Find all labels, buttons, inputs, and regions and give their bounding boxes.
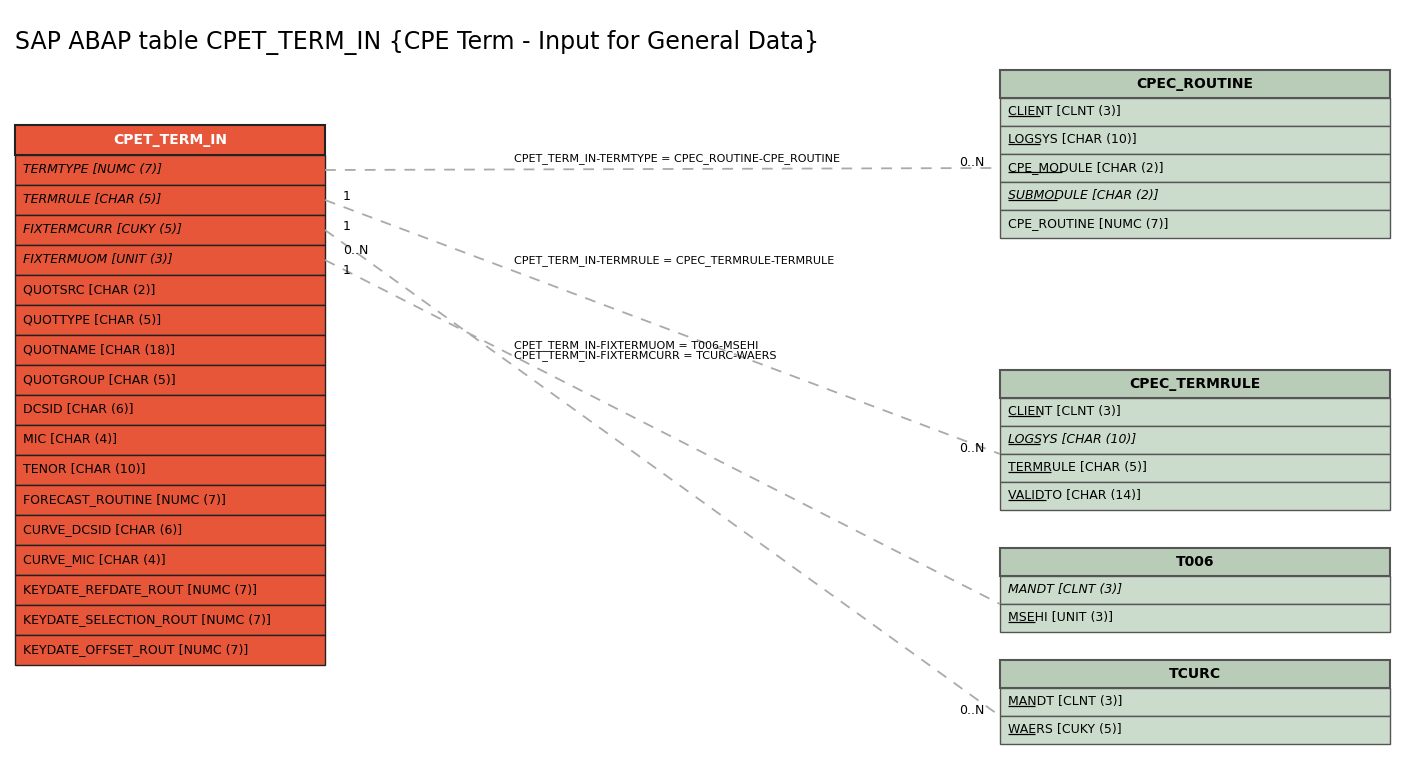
Bar	[1000, 576, 1390, 604]
Text: MANDT [CLNT (3)]: MANDT [CLNT (3)]	[1007, 695, 1123, 708]
Bar	[15, 215, 325, 245]
Text: 0..N: 0..N	[960, 704, 985, 717]
Bar	[15, 245, 325, 275]
Text: MIC [CHAR (4)]: MIC [CHAR (4)]	[22, 433, 117, 446]
Bar	[15, 605, 325, 635]
Text: CPEC_ROUTINE: CPEC_ROUTINE	[1137, 77, 1253, 91]
Bar	[1000, 154, 1390, 182]
Text: SUBMODULE [CHAR (2)]: SUBMODULE [CHAR (2)]	[1007, 190, 1159, 202]
Text: QUOTGROUP [CHAR (5)]: QUOTGROUP [CHAR (5)]	[22, 374, 176, 387]
Bar	[15, 455, 325, 485]
Bar	[1000, 454, 1390, 482]
Bar	[15, 335, 325, 365]
Text: FIXTERMCURR [CUKY (5)]: FIXTERMCURR [CUKY (5)]	[22, 223, 181, 236]
Text: 1: 1	[343, 190, 351, 202]
Text: 0..N: 0..N	[960, 442, 985, 454]
Bar	[15, 515, 325, 545]
Text: CPEC_TERMRULE: CPEC_TERMRULE	[1130, 377, 1260, 391]
Text: TERMTYPE [NUMC (7)]: TERMTYPE [NUMC (7)]	[22, 164, 162, 177]
Text: 1: 1	[343, 219, 351, 232]
Text: VALIDTO [CHAR (14)]: VALIDTO [CHAR (14)]	[1007, 490, 1141, 502]
Bar	[1000, 716, 1390, 744]
Text: QUOTNAME [CHAR (18)]: QUOTNAME [CHAR (18)]	[22, 343, 176, 356]
Text: MANDT [CLNT (3)]: MANDT [CLNT (3)]	[1007, 584, 1123, 597]
Bar	[15, 155, 325, 185]
Text: LOGSYS [CHAR (10)]: LOGSYS [CHAR (10)]	[1007, 433, 1137, 446]
Bar	[15, 545, 325, 575]
Text: CPET_TERM_IN-TERMTYPE = CPEC_ROUTINE-CPE_ROUTINE: CPET_TERM_IN-TERMTYPE = CPEC_ROUTINE-CPE…	[514, 153, 840, 164]
Bar	[1000, 548, 1390, 576]
Text: CLIENT [CLNT (3)]: CLIENT [CLNT (3)]	[1007, 105, 1121, 119]
Bar	[1000, 98, 1390, 126]
Text: QUOTTYPE [CHAR (5)]: QUOTTYPE [CHAR (5)]	[22, 314, 162, 326]
Text: MSEHI [UNIT (3)]: MSEHI [UNIT (3)]	[1007, 611, 1113, 625]
Bar	[15, 305, 325, 335]
Text: TERMRULE [CHAR (5)]: TERMRULE [CHAR (5)]	[1007, 461, 1146, 474]
Text: KEYDATE_OFFSET_ROUT [NUMC (7)]: KEYDATE_OFFSET_ROUT [NUMC (7)]	[22, 643, 249, 656]
Text: CPET_TERM_IN-FIXTERMUOM = T006-MSEHI: CPET_TERM_IN-FIXTERMUOM = T006-MSEHI	[514, 340, 759, 351]
Bar	[15, 125, 325, 155]
Text: FORECAST_ROUTINE [NUMC (7)]: FORECAST_ROUTINE [NUMC (7)]	[22, 494, 226, 507]
Bar	[15, 485, 325, 515]
Text: CPET_TERM_IN-TERMRULE = CPEC_TERMRULE-TERMRULE: CPET_TERM_IN-TERMRULE = CPEC_TERMRULE-TE…	[514, 255, 835, 266]
Bar	[1000, 210, 1390, 238]
Text: SAP ABAP table CPET_TERM_IN {CPE Term - Input for General Data}: SAP ABAP table CPET_TERM_IN {CPE Term - …	[15, 30, 819, 55]
Text: LOGSYS [CHAR (10)]: LOGSYS [CHAR (10)]	[1007, 133, 1137, 146]
Bar	[15, 275, 325, 305]
Bar	[1000, 426, 1390, 454]
Bar	[1000, 482, 1390, 510]
Text: FIXTERMUOM [UNIT (3)]: FIXTERMUOM [UNIT (3)]	[22, 253, 173, 267]
Bar	[1000, 70, 1390, 98]
Text: CPE_ROUTINE [NUMC (7)]: CPE_ROUTINE [NUMC (7)]	[1007, 218, 1169, 230]
Text: WAERS [CUKY (5)]: WAERS [CUKY (5)]	[1007, 724, 1121, 736]
Text: 0..N: 0..N	[343, 243, 368, 257]
Bar	[15, 365, 325, 395]
Text: QUOTSRC [CHAR (2)]: QUOTSRC [CHAR (2)]	[22, 284, 156, 297]
Bar	[15, 425, 325, 455]
Bar	[1000, 182, 1390, 210]
Bar	[1000, 660, 1390, 688]
Text: TENOR [CHAR (10)]: TENOR [CHAR (10)]	[22, 463, 146, 477]
Text: DCSID [CHAR (6)]: DCSID [CHAR (6)]	[22, 404, 133, 416]
Bar	[1000, 370, 1390, 398]
Bar	[1000, 398, 1390, 426]
Text: CPET_TERM_IN: CPET_TERM_IN	[112, 133, 228, 147]
Bar	[1000, 126, 1390, 154]
Bar	[15, 635, 325, 665]
Bar	[15, 395, 325, 425]
Bar	[1000, 688, 1390, 716]
Text: CPET_TERM_IN-FIXTERMCURR = TCURC-WAERS: CPET_TERM_IN-FIXTERMCURR = TCURC-WAERS	[514, 350, 777, 361]
Text: CPE_MODULE [CHAR (2)]: CPE_MODULE [CHAR (2)]	[1007, 161, 1163, 174]
Bar	[1000, 604, 1390, 632]
Text: TERMRULE [CHAR (5)]: TERMRULE [CHAR (5)]	[22, 194, 162, 206]
Text: CURVE_DCSID [CHAR (6)]: CURVE_DCSID [CHAR (6)]	[22, 523, 183, 536]
Text: 1: 1	[343, 264, 351, 277]
Text: TCURC: TCURC	[1169, 667, 1221, 681]
Text: KEYDATE_REFDATE_ROUT [NUMC (7)]: KEYDATE_REFDATE_ROUT [NUMC (7)]	[22, 584, 257, 597]
Text: T006: T006	[1176, 555, 1214, 569]
Text: CURVE_MIC [CHAR (4)]: CURVE_MIC [CHAR (4)]	[22, 553, 166, 567]
Text: CLIENT [CLNT (3)]: CLIENT [CLNT (3)]	[1007, 405, 1121, 418]
Text: KEYDATE_SELECTION_ROUT [NUMC (7)]: KEYDATE_SELECTION_ROUT [NUMC (7)]	[22, 614, 271, 626]
Bar	[15, 185, 325, 215]
Text: 0..N: 0..N	[960, 156, 985, 168]
Bar	[15, 575, 325, 605]
